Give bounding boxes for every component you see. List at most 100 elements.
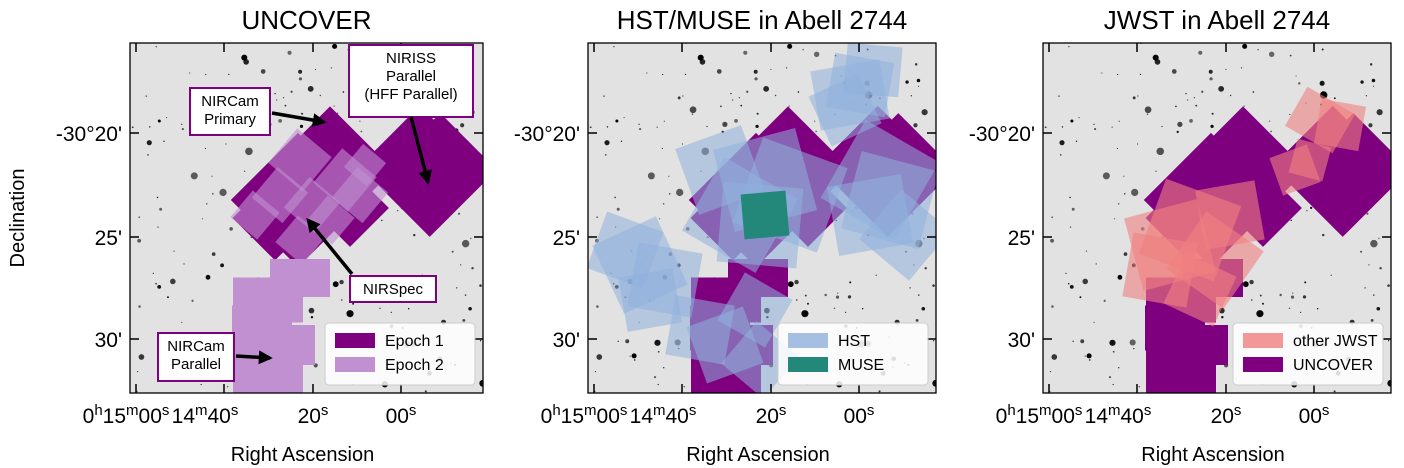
star <box>1177 131 1179 133</box>
star <box>786 67 787 68</box>
star <box>662 74 663 75</box>
star <box>1289 114 1290 115</box>
star <box>876 275 877 276</box>
star <box>802 49 803 50</box>
star <box>343 91 345 93</box>
star <box>1243 281 1249 287</box>
panel-title: JWST in Abell 2744 <box>1104 5 1330 35</box>
star <box>1119 121 1120 122</box>
star <box>1076 141 1077 142</box>
star <box>1377 109 1383 115</box>
dec-tick-label: -30°20' <box>56 123 122 146</box>
star <box>283 97 284 98</box>
x-axis-label: Right Ascension <box>1141 444 1284 466</box>
star <box>147 154 149 156</box>
legend-label: Epoch 1 <box>385 333 444 350</box>
star <box>298 70 302 74</box>
star <box>740 105 742 107</box>
star <box>1072 208 1075 211</box>
star <box>132 126 134 128</box>
star <box>654 340 660 346</box>
star <box>663 203 664 204</box>
star <box>413 234 415 236</box>
legend-label: UNCOVER <box>1293 357 1373 374</box>
star <box>814 121 815 122</box>
star <box>1251 299 1253 301</box>
star <box>1256 310 1263 317</box>
star <box>1117 148 1118 149</box>
star <box>1060 154 1062 156</box>
star <box>1065 273 1066 274</box>
star <box>1068 283 1070 285</box>
star <box>1366 213 1368 215</box>
star <box>211 176 212 177</box>
star <box>139 354 145 360</box>
star <box>241 55 247 61</box>
star <box>754 77 757 80</box>
star <box>1058 95 1059 96</box>
legend: other JWSTUNCOVER <box>1233 323 1383 385</box>
star <box>909 287 910 288</box>
star <box>153 273 154 274</box>
dec-tick-label: 25' <box>95 227 122 250</box>
star <box>590 126 592 128</box>
star <box>1370 240 1377 247</box>
star <box>480 340 481 341</box>
star <box>191 172 198 179</box>
star <box>630 356 631 357</box>
star <box>156 46 157 47</box>
star <box>1387 284 1390 287</box>
star <box>1050 371 1051 372</box>
star <box>824 294 826 296</box>
star <box>315 69 316 70</box>
star <box>706 126 707 127</box>
star <box>1070 120 1073 123</box>
star <box>1291 296 1294 299</box>
x-axis-label: Right Ascension <box>231 444 374 466</box>
ra-tick-label: 14m40s <box>1085 402 1152 428</box>
star <box>639 128 641 130</box>
star <box>1111 126 1112 127</box>
star <box>924 267 926 269</box>
star <box>746 91 748 93</box>
nircam-primary-label: NIRCam <box>201 93 259 110</box>
star <box>206 275 211 280</box>
other-jwst-footprint <box>1195 180 1265 250</box>
star <box>1172 69 1177 74</box>
star <box>1118 367 1119 368</box>
nirspec-label: NIRSpec <box>363 281 424 298</box>
star <box>916 319 919 322</box>
star <box>668 176 669 177</box>
star <box>202 218 203 219</box>
star <box>1138 386 1140 388</box>
star <box>1189 119 1193 123</box>
star <box>311 316 313 318</box>
star <box>333 106 334 107</box>
star <box>614 197 615 198</box>
star <box>1269 52 1274 57</box>
star <box>1304 281 1306 283</box>
star <box>801 310 808 317</box>
star <box>1212 113 1214 115</box>
star <box>1175 105 1177 107</box>
star <box>1068 46 1069 47</box>
star <box>1260 295 1262 297</box>
ra-tick-label: 20s <box>1211 402 1242 428</box>
star <box>1045 126 1047 128</box>
star <box>1242 44 1247 49</box>
star <box>1078 117 1079 118</box>
star <box>462 319 465 322</box>
star <box>290 91 292 93</box>
star <box>932 284 935 287</box>
star <box>425 390 427 392</box>
y-axis-label: Declination <box>7 169 29 268</box>
star <box>397 210 398 211</box>
star <box>682 95 683 96</box>
star <box>1051 305 1054 308</box>
niriss-parallel-label: NIRISS <box>386 50 436 67</box>
star <box>692 114 693 115</box>
legend: Epoch 1Epoch 2 <box>325 323 475 385</box>
star <box>301 113 303 115</box>
star <box>206 203 207 204</box>
star <box>1364 287 1365 288</box>
